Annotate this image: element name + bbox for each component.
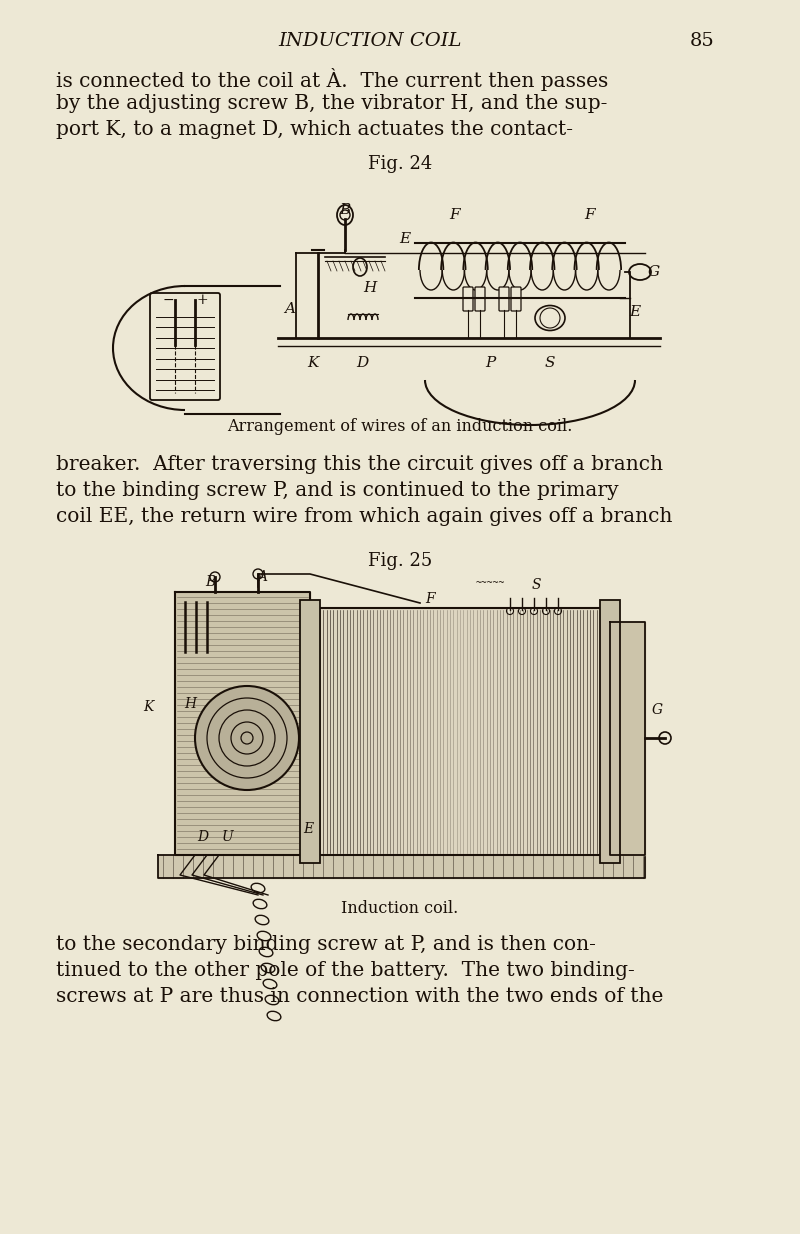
Ellipse shape [629,264,651,280]
Text: P: P [485,355,495,370]
Text: K: K [307,355,318,370]
Text: K: K [143,700,153,714]
Text: G: G [648,265,660,279]
Text: coil EE, the return wire from which again gives off a branch: coil EE, the return wire from which agai… [56,507,672,526]
Polygon shape [310,608,610,855]
Text: A: A [257,570,267,584]
Text: F: F [425,592,435,606]
Polygon shape [158,855,645,879]
Circle shape [210,573,220,582]
Text: H: H [363,281,377,295]
Ellipse shape [353,258,367,276]
Bar [181,637,189,652]
FancyBboxPatch shape [150,292,220,400]
Bar [203,637,211,652]
Text: breaker.  After traversing this the circuit gives off a branch: breaker. After traversing this the circu… [56,455,663,474]
Text: S: S [545,355,555,370]
Text: D: D [356,355,368,370]
Bar [232,835,244,850]
Ellipse shape [337,205,353,225]
Text: Induction coil.: Induction coil. [342,900,458,917]
Text: Arrangement of wires of an induction coil.: Arrangement of wires of an induction coi… [227,418,573,436]
Text: D: D [198,830,209,844]
Text: 85: 85 [690,32,714,51]
Text: S: S [532,578,542,592]
Text: −: − [162,292,174,307]
Text: Fig. 25: Fig. 25 [368,552,432,570]
Text: port K, to a magnet D, which actuates the contact-: port K, to a magnet D, which actuates th… [56,120,573,139]
FancyBboxPatch shape [511,288,521,311]
Bar [192,637,200,652]
Text: +: + [196,292,208,307]
Text: Fig. 24: Fig. 24 [368,155,432,173]
Bar [212,835,224,850]
Text: H: H [184,697,196,711]
Text: G: G [652,703,663,717]
Polygon shape [610,622,645,855]
Text: B: B [339,204,350,217]
Circle shape [659,732,671,744]
Circle shape [506,607,514,615]
FancyBboxPatch shape [463,288,473,311]
Text: by the adjusting screw B, the vibrator H, and the sup-: by the adjusting screw B, the vibrator H… [56,94,607,114]
FancyBboxPatch shape [475,288,485,311]
Circle shape [542,607,550,615]
Text: E: E [303,822,313,835]
Circle shape [518,607,526,615]
Text: A: A [284,302,295,316]
Bar [600,600,620,863]
Circle shape [253,569,263,579]
Text: E: E [399,232,410,246]
Text: B: B [205,575,215,589]
Text: to the binding screw P, and is continued to the primary: to the binding screw P, and is continued… [56,481,618,500]
Text: is connected to the coil at À.  The current then passes: is connected to the coil at À. The curre… [56,68,608,91]
Text: F: F [585,209,595,222]
FancyBboxPatch shape [499,288,509,311]
Text: E: E [630,305,641,320]
Circle shape [195,686,299,790]
Ellipse shape [535,306,565,331]
Bar [300,600,320,863]
Bar [190,835,202,850]
Circle shape [530,607,538,615]
Text: screws at P are thus in connection with the two ends of the: screws at P are thus in connection with … [56,987,663,1006]
Text: tinued to the other pole of the battery.  The two binding-: tinued to the other pole of the battery.… [56,961,634,980]
Text: INDUCTION COIL: INDUCTION COIL [278,32,462,51]
Text: ~~~~~: ~~~~~ [475,578,505,587]
Text: U: U [222,830,234,844]
Text: to the secondary binding screw at P, and is then con-: to the secondary binding screw at P, and… [56,935,596,954]
Text: F: F [450,209,460,222]
Circle shape [554,607,562,615]
Polygon shape [175,592,310,855]
